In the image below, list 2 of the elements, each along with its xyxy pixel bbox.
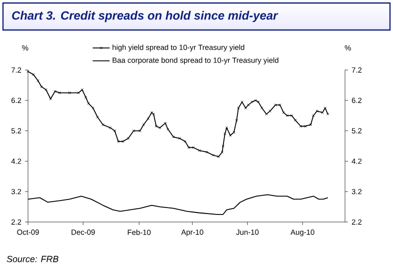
chart-title: Chart 3. Credit spreads on hold since mid-year: [12, 10, 278, 22]
source-note: Source: FRB: [6, 256, 58, 262]
